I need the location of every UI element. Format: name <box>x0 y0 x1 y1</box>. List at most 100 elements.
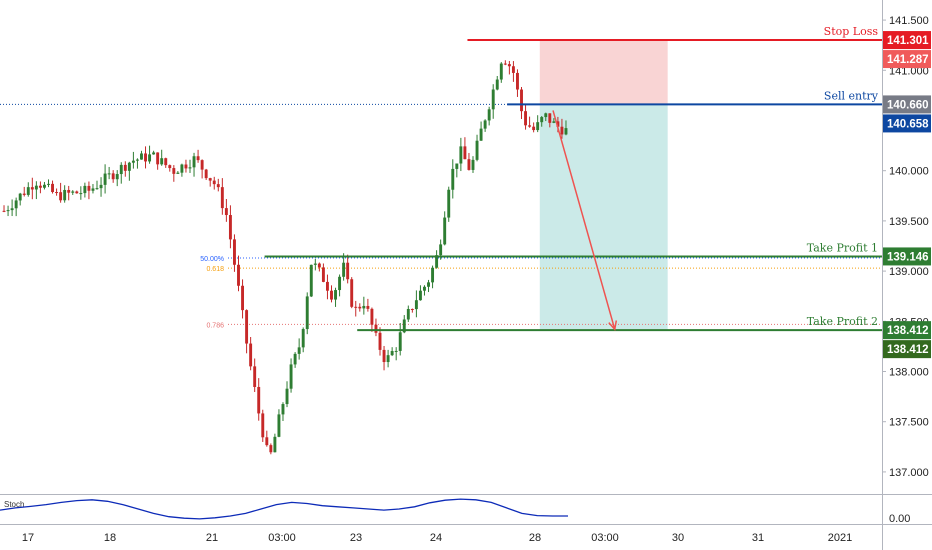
candle-body <box>119 164 123 175</box>
candle <box>305 292 309 335</box>
candle-body <box>556 121 560 127</box>
level-label-0: Stop Loss <box>824 25 879 38</box>
candle-body <box>22 193 26 195</box>
candle-body <box>176 172 180 174</box>
candle <box>208 177 212 187</box>
candle <box>176 171 180 174</box>
candle <box>475 134 479 162</box>
candle-body <box>334 290 337 300</box>
candle-body <box>131 160 135 163</box>
candle <box>321 263 325 283</box>
candle <box>200 159 204 179</box>
x-tick-label-1: 18 <box>104 532 116 544</box>
candle-body <box>309 264 313 297</box>
candle-body <box>237 264 240 286</box>
candle-body <box>34 185 38 190</box>
candle-body <box>224 208 228 216</box>
price-tag-bg-2 <box>883 95 931 114</box>
candle <box>511 61 515 82</box>
price-tag-5: 138.412 <box>887 325 929 337</box>
candle-body <box>366 305 370 309</box>
target-arrow-line <box>552 110 616 330</box>
price-tag-2: 140.660 <box>887 99 929 111</box>
candle-body <box>6 210 10 212</box>
price-tag-0: 141.301 <box>887 35 929 47</box>
candle <box>414 290 418 318</box>
candle-body <box>200 160 204 170</box>
candle-body <box>285 388 289 405</box>
candle <box>536 115 540 133</box>
candle <box>192 152 196 177</box>
candle-body <box>75 191 79 194</box>
y-tick-label-6: 138.000 <box>889 367 929 379</box>
candle-body <box>495 79 499 90</box>
candle <box>180 163 184 177</box>
candles <box>2 60 568 455</box>
candle <box>249 336 253 371</box>
candle-body <box>564 128 568 135</box>
candle-body <box>168 165 172 169</box>
candle <box>564 120 568 136</box>
candle-body <box>51 183 54 193</box>
candle-body <box>79 193 83 195</box>
candle <box>435 250 439 269</box>
candle <box>47 179 50 188</box>
candle-body <box>2 210 6 212</box>
candle-body <box>511 66 515 73</box>
price-tag-bg-4 <box>883 247 931 266</box>
candle-body <box>427 282 430 287</box>
candle <box>544 112 548 122</box>
candle <box>520 86 523 120</box>
y-tick-label-8: 137.000 <box>889 467 929 479</box>
candle <box>220 178 224 215</box>
candle <box>301 327 305 353</box>
candle <box>362 296 366 315</box>
candle <box>423 285 426 296</box>
candle-body <box>370 308 374 325</box>
candle-body <box>455 163 459 169</box>
candle <box>91 184 95 194</box>
candle-body <box>459 146 463 164</box>
candle <box>479 121 483 141</box>
candle <box>338 274 342 297</box>
candle <box>342 253 346 281</box>
reward-zone <box>539 104 668 331</box>
candle-body <box>330 290 333 300</box>
candle-body <box>435 255 439 268</box>
candle-body <box>277 414 281 437</box>
candle-body <box>261 413 265 438</box>
candle <box>491 84 495 119</box>
candle-body <box>451 168 455 190</box>
candle <box>358 303 362 312</box>
candle <box>115 170 119 187</box>
candle <box>406 305 410 322</box>
candle <box>2 205 6 213</box>
candle-body <box>443 217 447 245</box>
candle-body <box>536 122 540 131</box>
candle-body <box>342 262 346 277</box>
candle <box>156 152 160 170</box>
candle-body <box>95 188 99 190</box>
candle-body <box>325 281 329 291</box>
candle-body <box>362 305 366 309</box>
candle-body <box>67 189 71 193</box>
candle <box>325 274 329 300</box>
candle-body <box>338 276 342 291</box>
candle <box>273 433 277 453</box>
candle <box>75 190 79 194</box>
candle <box>334 287 337 307</box>
candle-body <box>233 239 236 265</box>
candle-body <box>354 306 358 308</box>
candle-body <box>491 89 495 110</box>
candle <box>107 166 111 180</box>
candle <box>370 307 374 332</box>
candle-body <box>257 386 261 414</box>
candle <box>293 352 297 368</box>
candle-body <box>544 113 548 118</box>
fib-label-0: 50.00% <box>200 256 224 263</box>
candle <box>79 186 83 200</box>
candle <box>127 161 131 181</box>
